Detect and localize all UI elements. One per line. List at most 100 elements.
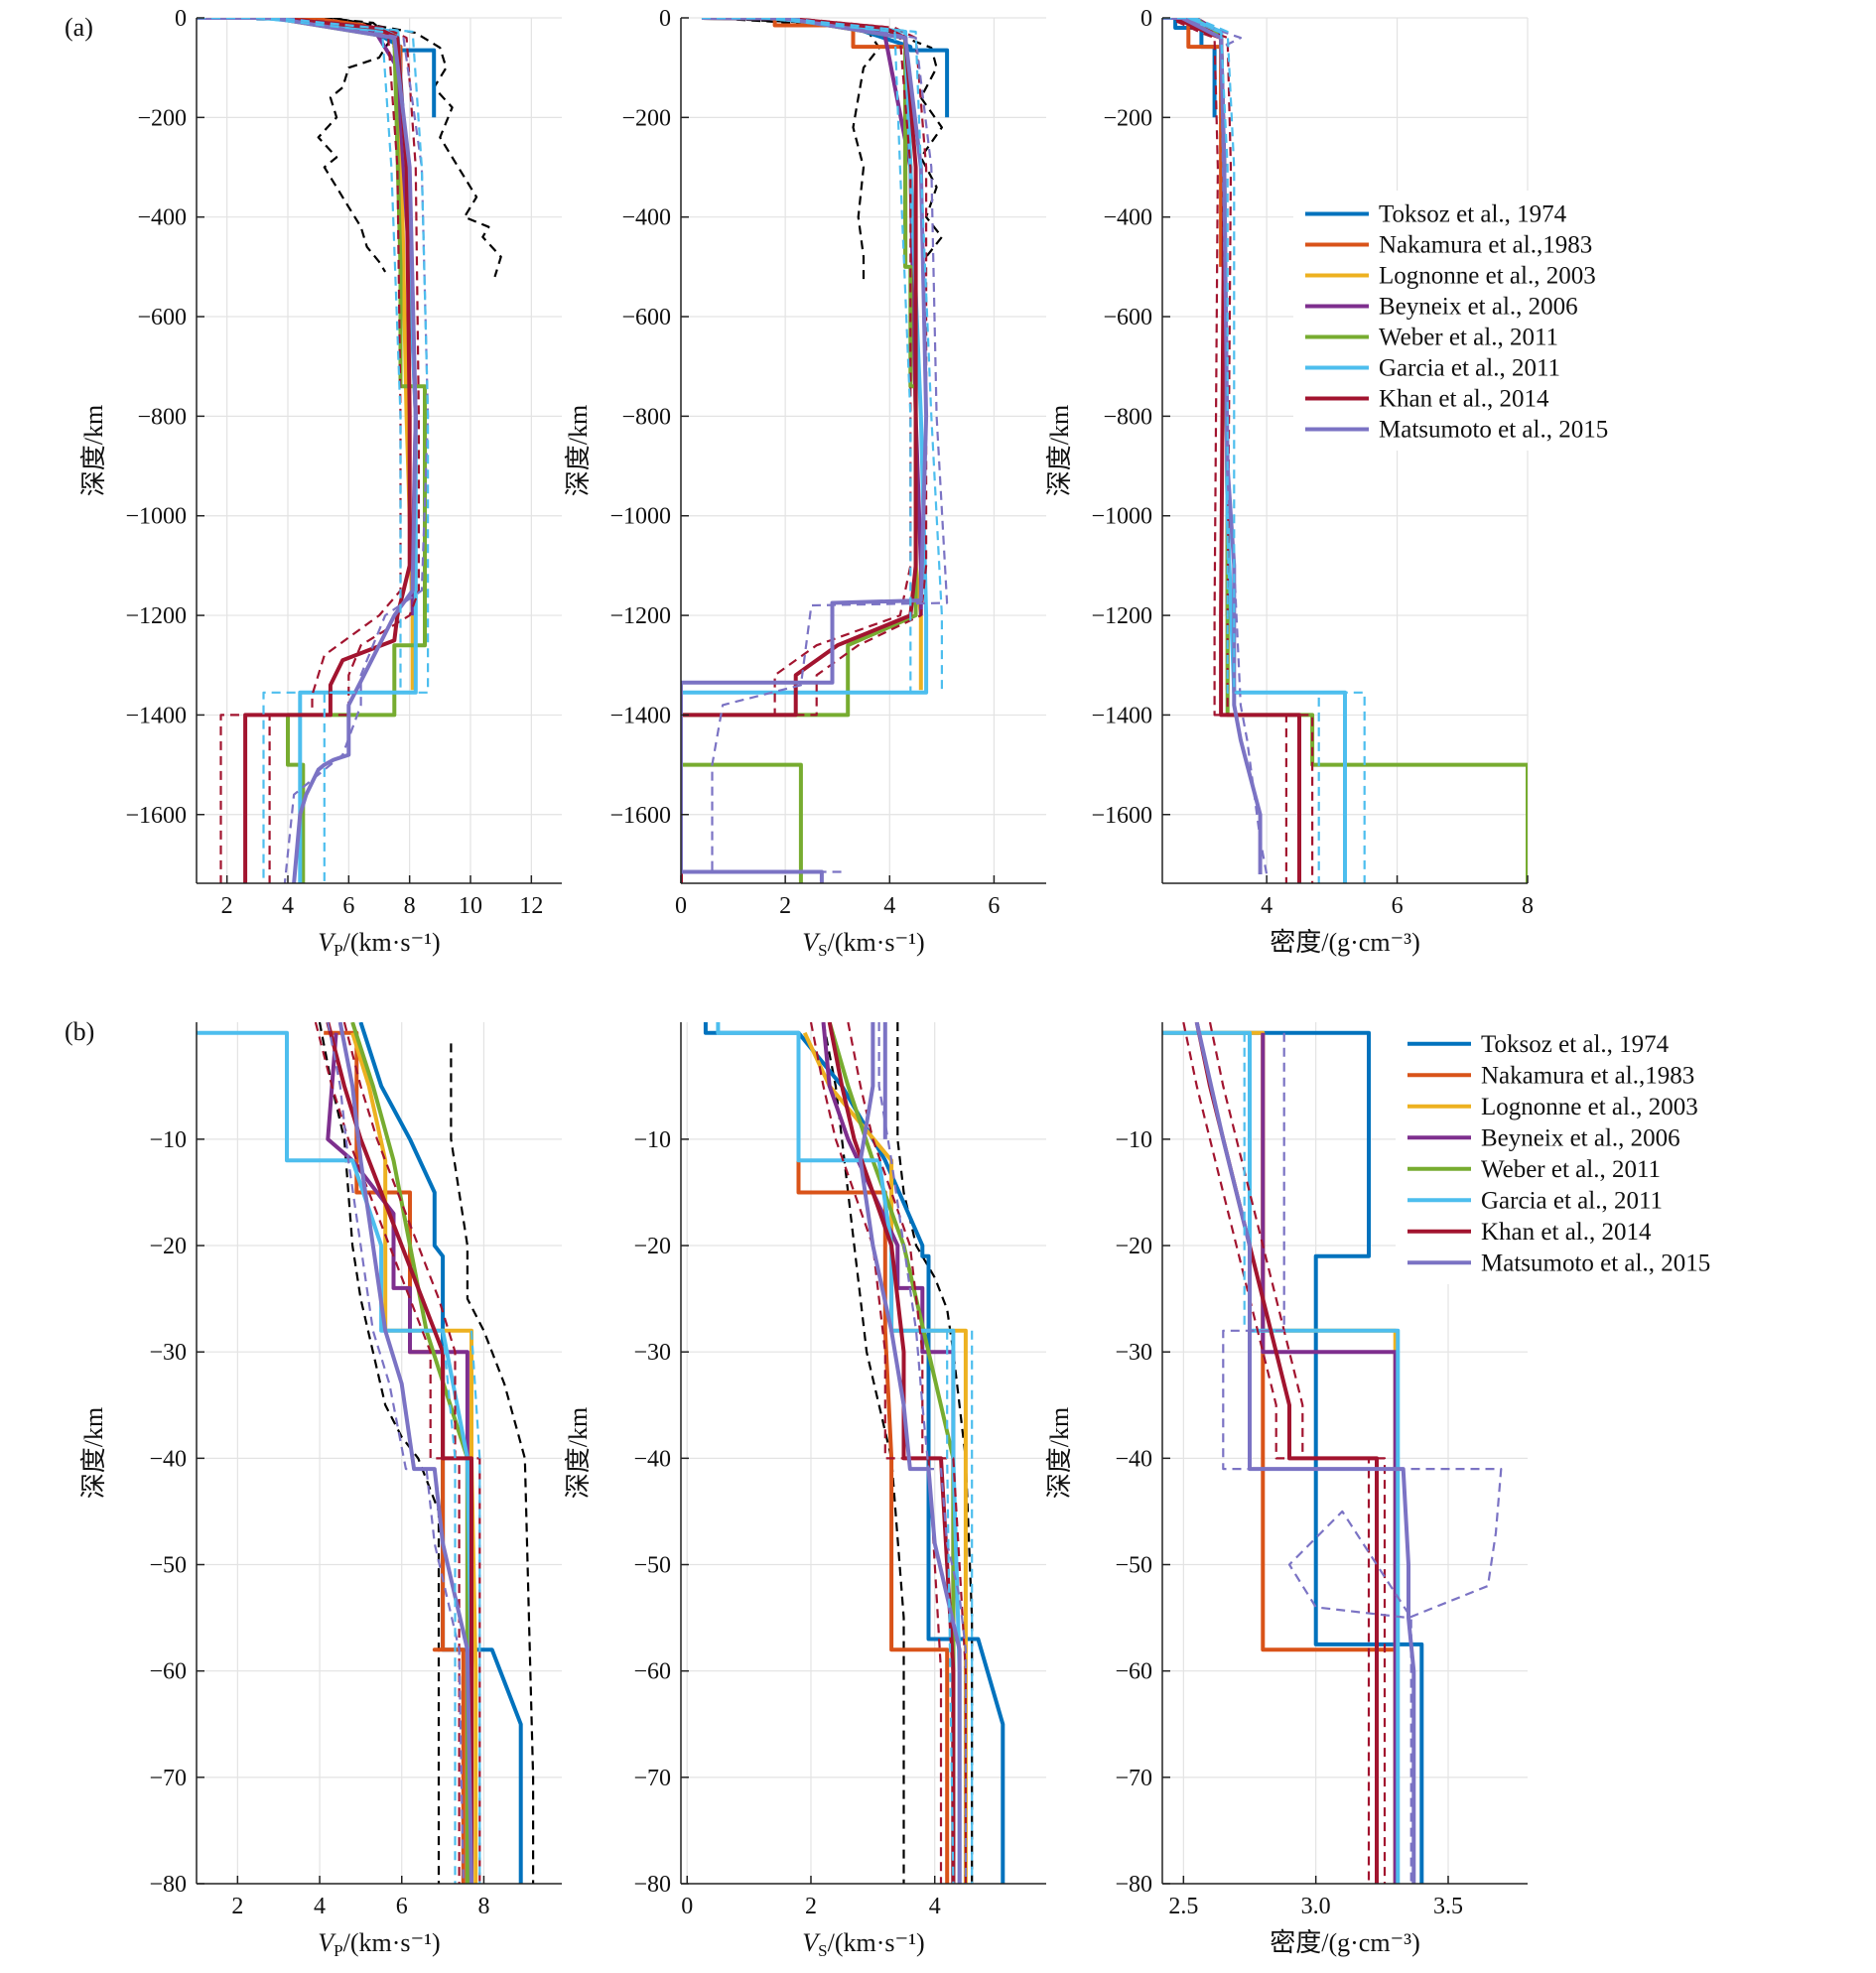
x-tick-label: 12 bbox=[519, 893, 543, 919]
legend-label: Lognonne et al., 2003 bbox=[1379, 263, 1596, 290]
legend-b: Toksoz et al., 1974 Nakamura et al.,1983 L… bbox=[1396, 1020, 1788, 1284]
y-tick-label: −1200 bbox=[125, 603, 187, 629]
legend-label: Matsumoto et al., 2015 bbox=[1379, 417, 1608, 444]
plot-b-vs: 0 2 4 −10 −20 −30 −40 −50 −60 −70 −80 VS/(km·s⁻¹) 深度… bbox=[564, 1022, 1046, 1960]
x-tick-label: 4 bbox=[282, 893, 294, 919]
y-axis-label: 深度/km bbox=[564, 405, 593, 496]
y-tick-label: −200 bbox=[137, 105, 187, 131]
series-line-13 bbox=[877, 1022, 968, 1884]
series-line-2 bbox=[707, 18, 944, 258]
y-tick-label: −70 bbox=[1115, 1766, 1152, 1791]
x-tick-label: 6 bbox=[1392, 893, 1404, 919]
legend-label: Garcia et al., 2011 bbox=[1379, 355, 1560, 382]
series-group bbox=[197, 18, 502, 883]
x-tick-label: 0 bbox=[681, 1894, 693, 1919]
y-tick-label: −200 bbox=[1103, 105, 1152, 131]
axes: 2 4 6 8 10 12 0 −200 −400 −600 −800 −1000 −1200 −1400… bbox=[65, 6, 562, 960]
x-tick-label: 0 bbox=[675, 893, 687, 919]
series-line-15 bbox=[946, 1330, 955, 1884]
series-line-5 bbox=[197, 18, 415, 691]
legend-label: Khan et al., 2014 bbox=[1379, 386, 1549, 413]
series-line-4 bbox=[796, 1032, 950, 1884]
x-axis-label: VS/(km·s⁻¹) bbox=[802, 928, 924, 960]
y-tick-label: −50 bbox=[1115, 1553, 1152, 1579]
axes: 4 6 8 0 −200 −400 −600 −800 −1000 −1200 −1400 −1600… bbox=[1045, 6, 1534, 957]
y-tick-label: −800 bbox=[137, 404, 187, 430]
series-line-15 bbox=[469, 1330, 481, 1884]
x-tick-label: 4 bbox=[929, 1894, 941, 1919]
x-tick-label: 6 bbox=[988, 893, 1000, 919]
grid bbox=[680, 17, 1046, 883]
legend-label: Weber et al., 2011 bbox=[1481, 1156, 1661, 1183]
y-axis-label: 深度/km bbox=[79, 1407, 108, 1499]
panel-label: (a) bbox=[65, 13, 93, 42]
y-tick-label: 0 bbox=[175, 6, 187, 32]
y-tick-label: −70 bbox=[149, 1766, 187, 1791]
series-group bbox=[197, 1022, 535, 1884]
y-tick-label: −200 bbox=[621, 105, 671, 131]
series-line-15 bbox=[197, 18, 430, 883]
x-tick-label: 4 bbox=[1261, 893, 1273, 919]
x-tick-label: 8 bbox=[1522, 893, 1534, 919]
y-tick-label: −80 bbox=[149, 1872, 187, 1898]
series-line-3 bbox=[1162, 18, 1230, 691]
x-tick-label: 6 bbox=[342, 893, 354, 919]
series-line-15 bbox=[701, 18, 944, 693]
series-line-1 bbox=[1162, 1030, 1424, 1884]
y-tick-label: −60 bbox=[1115, 1659, 1152, 1685]
axes: 2 4 6 8 −10 −20 −30 −40 −50 −60 −70 −80 VP/(km·s⁻¹) 深… bbox=[65, 1017, 562, 1960]
series-line-6 bbox=[821, 1022, 956, 1884]
series-line-13 bbox=[197, 18, 430, 883]
y-tick-label: −1400 bbox=[609, 703, 671, 728]
x-axis-label: VS/(km·s⁻¹) bbox=[802, 1928, 924, 1960]
y-tick-label: −20 bbox=[149, 1234, 187, 1259]
series-line-9 bbox=[1162, 18, 1314, 883]
legend-label: Toksoz et al., 1974 bbox=[1481, 1031, 1670, 1058]
x-tick-label: 4 bbox=[883, 893, 895, 919]
y-tick-label: −40 bbox=[633, 1446, 671, 1472]
series-line-5 bbox=[701, 18, 923, 691]
series-line-13 bbox=[681, 18, 949, 873]
legend-a: Toksoz et al., 1974 Nakamura et al.,1983 L… bbox=[1293, 191, 1685, 451]
series-line-11 bbox=[1162, 18, 1269, 875]
y-tick-label: 0 bbox=[659, 6, 671, 32]
series-group bbox=[1162, 1022, 1503, 1884]
x-tick-label: 2 bbox=[805, 1894, 817, 1919]
y-tick-label: −30 bbox=[1115, 1340, 1152, 1366]
series-line-1 bbox=[822, 1022, 905, 1884]
y-tick-label: −400 bbox=[1103, 205, 1152, 231]
grid bbox=[681, 1022, 1046, 1885]
series-line-4 bbox=[1261, 1032, 1398, 1884]
series-line-10 bbox=[1222, 1032, 1503, 1884]
y-tick-label: −60 bbox=[633, 1659, 671, 1685]
legend-label: Nakamura et al.,1983 bbox=[1379, 232, 1592, 259]
y-tick-label: −1000 bbox=[609, 504, 671, 530]
y-tick-label: −10 bbox=[633, 1127, 671, 1153]
series-line-9 bbox=[827, 1022, 956, 1884]
grid bbox=[197, 1022, 562, 1885]
series-group bbox=[1162, 18, 1528, 883]
plot-b-rho: 2.5 3.0 3.5 −10 −20 −30 −40 −50 −60 −70 −80 密度/(g·c… bbox=[1045, 1022, 1528, 1957]
y-tick-label: −1400 bbox=[1091, 703, 1152, 728]
y-tick-label: −30 bbox=[633, 1340, 671, 1366]
y-axis-label: 深度/km bbox=[1045, 1407, 1074, 1499]
y-tick-label: −800 bbox=[621, 404, 671, 430]
y-tick-label: −40 bbox=[149, 1446, 187, 1472]
x-tick-label: 8 bbox=[404, 893, 416, 919]
x-tick-label: 3.5 bbox=[1433, 1894, 1463, 1919]
y-tick-label: −20 bbox=[1115, 1234, 1152, 1259]
series-line-10 bbox=[1162, 18, 1263, 874]
y-tick-label: −400 bbox=[621, 205, 671, 231]
y-tick-label: −1200 bbox=[1091, 603, 1152, 629]
y-tick-label: −10 bbox=[1115, 1127, 1152, 1153]
legend-label: Garcia et al., 2011 bbox=[1481, 1187, 1663, 1214]
series-line-11 bbox=[197, 18, 420, 883]
y-tick-label: −50 bbox=[633, 1553, 671, 1579]
y-tick-label: −1200 bbox=[609, 603, 671, 629]
series-line-9 bbox=[1194, 1022, 1416, 1884]
y-axis-label: 深度/km bbox=[79, 405, 108, 496]
y-tick-label: −600 bbox=[1103, 305, 1152, 330]
series-line-10 bbox=[314, 1022, 461, 1884]
series-line-13 bbox=[327, 1022, 465, 1884]
y-axis-label: 深度/km bbox=[564, 1407, 593, 1499]
